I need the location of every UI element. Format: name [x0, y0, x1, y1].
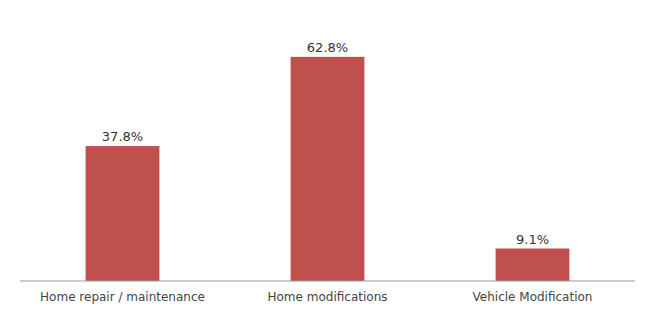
x-tick-label: Home modifications: [268, 290, 388, 304]
bar: [496, 249, 570, 281]
data-label: 37.8%: [102, 129, 143, 144]
bar: [291, 57, 365, 281]
data-label: 9.1%: [516, 232, 549, 247]
x-axis: Home repair / maintenance Home modificati…: [20, 281, 635, 304]
x-tick-label: Home repair / maintenance: [40, 290, 205, 304]
chart-container: 37.8%62.8%9.1%Home repair / maintenanceH…: [0, 0, 655, 325]
x-tick-label: Vehicle Modification: [473, 290, 593, 304]
data-label: 62.8%: [307, 40, 348, 55]
bars: [86, 57, 570, 281]
labels: 37.8% 62.8% 9.1%: [102, 40, 549, 247]
bar: [86, 146, 160, 281]
chart-svg: 37.8%62.8%9.1%Home repair / maintenanceH…: [0, 0, 655, 325]
x-axis-line: [20, 281, 635, 282]
